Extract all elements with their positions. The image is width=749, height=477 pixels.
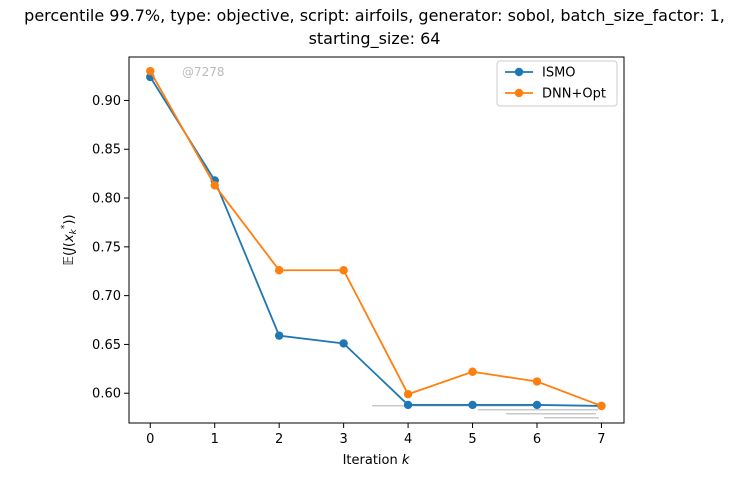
y-tick-label: 0.65 [92, 338, 121, 353]
legend-label-ismo: ISMO [542, 66, 576, 81]
data-point-ismo [532, 400, 542, 410]
x-tick-label: 2 [275, 432, 283, 447]
watermark-text-line [478, 409, 598, 411]
y-tick-label: 0.80 [92, 192, 121, 207]
y-tick-label: 0.90 [92, 94, 121, 109]
legend-marker-ismo [514, 67, 524, 77]
data-point-ismo [339, 339, 348, 348]
axis-ticks: 0 1 2 3 4 5 6 7 0.60 0.65 0.70 0.75 0.80 0.85 0.90 [92, 94, 606, 447]
watermark-text-line [506, 413, 596, 415]
data-point-dnn-opt [210, 181, 219, 190]
series-line-dnn-opt [149, 70, 602, 407]
y-tick-label: 0.60 [92, 387, 121, 402]
annotation-label: @7278 [182, 65, 225, 79]
legend-label-dnn-opt: DNN+Opt [542, 87, 606, 102]
y-tick-label: 0.70 [92, 289, 121, 304]
x-axis-label: Iteration k [343, 453, 410, 468]
legend-marker-dnn-opt [514, 88, 524, 98]
watermark-text-line [544, 417, 599, 419]
data-point-dnn-opt [532, 377, 542, 386]
x-tick-label: 4 [404, 432, 412, 447]
x-tick-label: 6 [533, 432, 541, 447]
data-point-ismo [403, 400, 413, 410]
x-tick-label: 3 [339, 432, 347, 447]
chart-title-line-1: percentile 99.7%, type: objective, scrip… [24, 6, 725, 25]
data-point-dnn-opt [597, 401, 606, 411]
legend: ISMO DNN+Opt [496, 60, 618, 107]
data-point-dnn-opt [339, 266, 348, 275]
x-tick-label: 0 [146, 432, 154, 447]
plot-area-frame [128, 56, 625, 424]
x-tick-label: 1 [211, 432, 219, 447]
y-axis-label: 𝔼(J(xk*)) [60, 214, 79, 265]
y-tick-label: 0.75 [92, 240, 121, 255]
y-tick-label: 0.85 [92, 143, 121, 158]
data-point-ismo [468, 400, 477, 410]
data-point-dnn-opt [468, 367, 477, 376]
chart-title-line-2: starting_size: 64 [308, 29, 441, 48]
data-point-ismo [274, 331, 284, 340]
series-layer [146, 66, 606, 411]
data-point-dnn-opt [403, 390, 413, 399]
data-point-dnn-opt [146, 66, 155, 76]
data-point-dnn-opt [274, 266, 284, 275]
x-tick-label: 7 [597, 432, 605, 447]
series-line-ismo [149, 76, 602, 407]
x-tick-label: 5 [468, 432, 476, 447]
